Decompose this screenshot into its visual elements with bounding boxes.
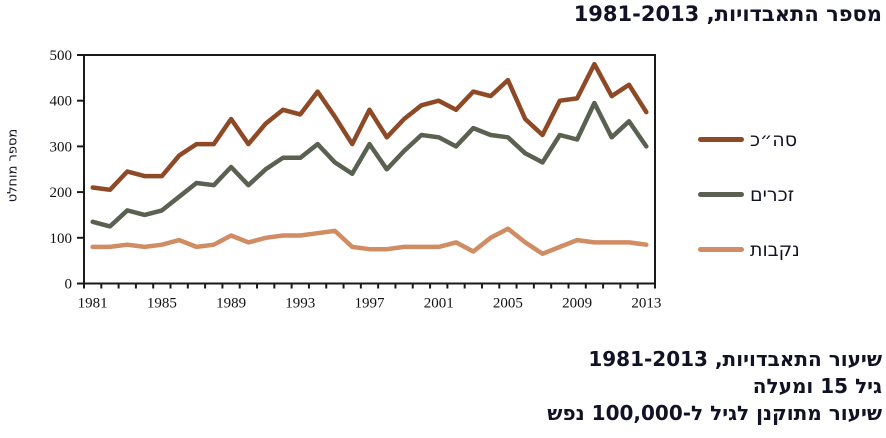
x-tick-label: 1989 [216,296,246,312]
x-tick-label: 2013 [631,296,661,312]
legend-label: זכרים [750,183,795,206]
chart-title: מספר התאבדויות, 1981-2013 [573,2,882,26]
footer-text: שיעור התאבדויות, 1981-2013 גיל 15 ומעלה … [242,346,882,427]
footer-line-1: שיעור התאבדויות, 1981-2013 [588,347,882,371]
series-line [90,61,649,193]
x-tick-label: 2009 [562,296,592,312]
legend-label: סה״כ [750,128,798,151]
y-tick-label: 400 [50,94,73,110]
line-chart: 0 100 200 300 400 500 1981 1985 1989 1993 1997 2001… [50,48,662,312]
y-axis-title: מספר מוחלט [5,128,21,203]
x-tick-label: 2001 [424,296,454,312]
x-tick-label: 1981 [78,296,108,312]
x-tick-label: 2005 [493,296,523,312]
legend-item: סה״כ [698,112,878,167]
legend-swatch [698,137,744,142]
plot-border [83,54,656,285]
legend-item: זכרים [698,167,878,222]
x-tick-label: 1993 [285,296,315,312]
chart-legend: סה״כ זכרים נקבות [698,112,878,277]
series-line [90,226,649,257]
x-tick-label: 1997 [355,296,386,312]
footer-line-3: שיעור מתוקנן לגיל ל-100,000 נפש [547,401,882,425]
legend-label: נקבות [750,238,800,261]
series-line [90,100,649,229]
y-tick-label: 200 [50,185,73,201]
y-tick-label: 100 [50,231,73,247]
legend-swatch [698,247,744,252]
footer-line-2: גיל 15 ומעלה [752,374,882,398]
x-tick-label: 1985 [147,296,177,312]
y-tick-label: 0 [65,277,73,293]
y-tick-label: 300 [50,139,73,155]
y-tick-label: 500 [50,48,73,64]
legend-item: נקבות [698,222,878,277]
legend-swatch [698,192,744,197]
